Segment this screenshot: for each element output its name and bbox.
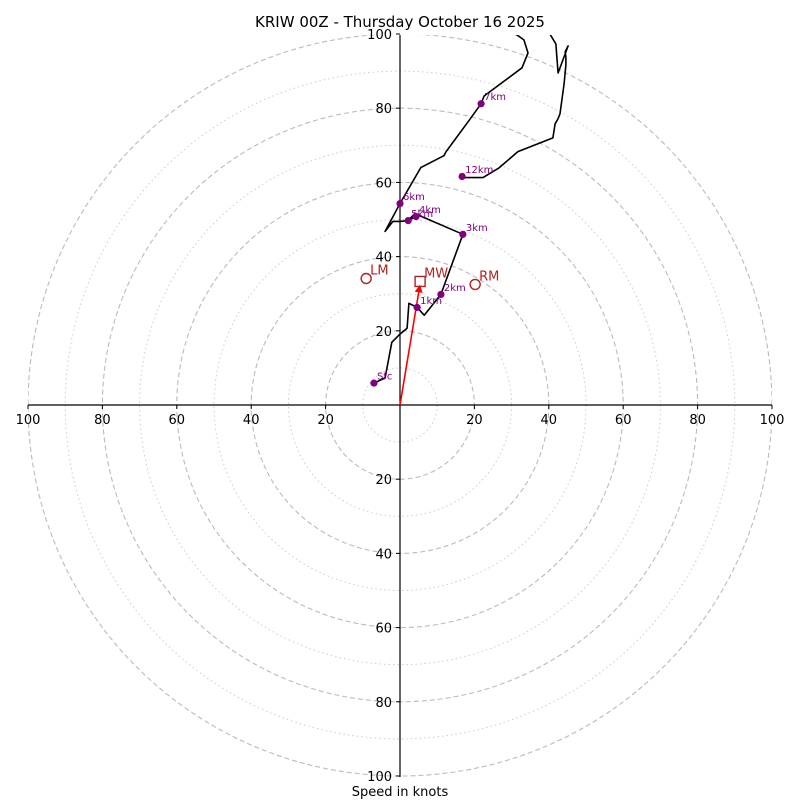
height-marker-1km <box>413 303 421 312</box>
height-marker-5km <box>404 217 412 225</box>
y-tick-label: 20 <box>375 325 392 340</box>
y-tick-label: 100 <box>367 28 392 43</box>
storm-motion-label-mw: MW <box>424 266 448 281</box>
x-tick-label: 60 <box>169 413 186 428</box>
hodograph-trace-upper <box>461 35 569 179</box>
height-label-2km: 2km <box>444 283 466 294</box>
x-axis-label: Speed in knots <box>352 785 449 800</box>
height-label-3km: 3km <box>466 223 488 234</box>
x-tick-label: 60 <box>615 413 632 428</box>
storm-motion-markers: LM RM MW <box>360 263 499 291</box>
height-label-5km: 5km <box>411 209 433 220</box>
height-label-1km: 1km <box>420 296 442 307</box>
height-label-sfc: Sfc <box>377 372 392 383</box>
height-marker-6km <box>396 199 404 208</box>
height-marker-4km <box>412 212 420 221</box>
height-label-12km: 12km <box>465 165 493 176</box>
height-marker-12km <box>458 172 466 181</box>
height-marker-2km <box>437 290 445 299</box>
storm-motion-marker-rm <box>469 278 481 291</box>
height-marker-3km <box>459 230 467 238</box>
x-tick-label: 40 <box>541 413 558 428</box>
height-label-4km: 4km <box>419 205 441 216</box>
storm-motion-marker-mw <box>414 275 426 288</box>
y-tick-label: 40 <box>375 547 392 562</box>
tick-labels: 100 80 60 40 20 20 40 60 80 100 100 80 60 40 20 20 40 60 8… <box>16 28 785 785</box>
storm-motion-label-rm: RM <box>479 269 499 284</box>
x-tick-label: 80 <box>689 413 706 428</box>
y-tick-label: 40 <box>375 251 392 266</box>
storm-motion-marker-lm <box>360 272 372 285</box>
height-marker-7km <box>477 100 485 108</box>
hodograph-trace-lower <box>373 35 529 384</box>
y-tick-label: 80 <box>375 102 392 117</box>
y-tick-label: 60 <box>375 176 392 191</box>
y-tick-label: 20 <box>375 473 392 488</box>
height-marker-sfc <box>370 379 378 387</box>
x-tick-label: 100 <box>16 413 41 428</box>
x-tick-label: 80 <box>94 413 111 428</box>
height-label-6km: 6km <box>403 192 425 203</box>
x-tick-label: 20 <box>466 413 483 428</box>
chart-title: KRIW 00Z - Thursday October 16 2025 <box>255 13 545 31</box>
x-tick-label: 20 <box>317 413 334 428</box>
x-tick-label: 100 <box>760 413 785 428</box>
y-tick-label: 100 <box>367 770 392 785</box>
y-tick-label: 80 <box>375 696 392 711</box>
storm-motion-label-lm: LM <box>370 263 388 278</box>
y-tick-label: 60 <box>375 622 392 637</box>
x-tick-label: 40 <box>243 413 260 428</box>
height-label-7km: 7km <box>484 92 506 103</box>
